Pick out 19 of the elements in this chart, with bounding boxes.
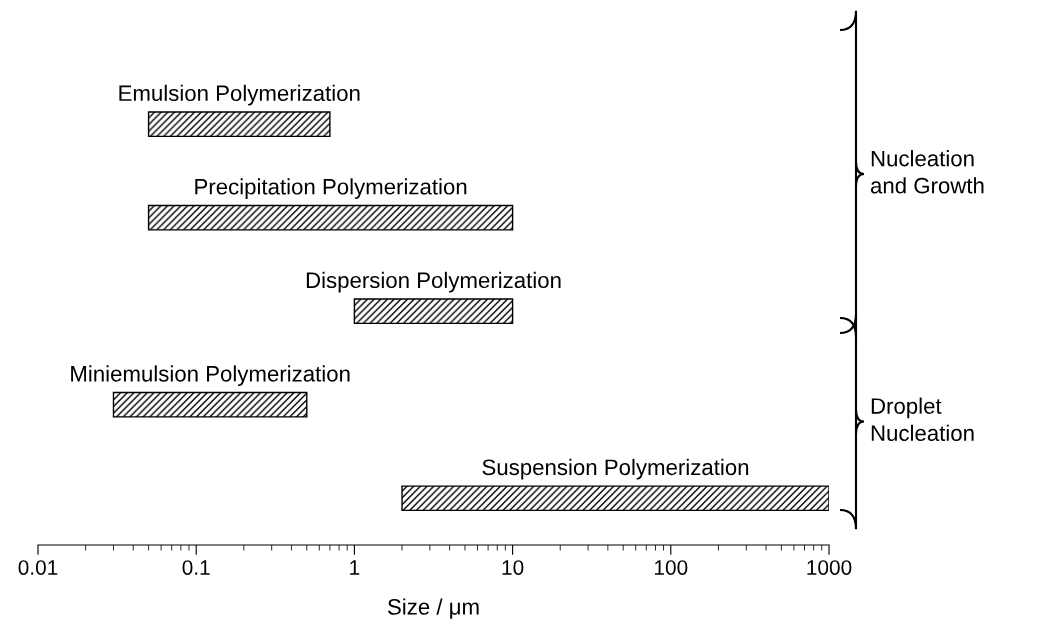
y-tick-label: Emulsion Polymerization [119, 84, 360, 106]
bar [112, 391, 308, 418]
y-tick-label: Dispersion Polymerization [306, 271, 561, 293]
x-axis-title: Size / μm [387, 598, 479, 619]
y-tick-label: Suspension Polymerization [482, 458, 749, 480]
bar [147, 111, 331, 138]
x-tick-label: 1 [350, 560, 360, 575]
bar [147, 204, 514, 231]
text: Droplet Nucleation [871, 397, 974, 442]
x-tick-label: 10 [502, 560, 524, 575]
x-tick-label: 100 [655, 560, 688, 575]
x-tick-label: 1000 [807, 560, 852, 575]
x-tick-label: 0.01 [18, 560, 58, 575]
bar [353, 298, 514, 325]
y-tick-label: Miniemulsion Polymerization [71, 365, 350, 387]
text: Nucleation and Growth [870, 150, 984, 194]
x-tick-label: 0.1 [182, 560, 210, 575]
y-tick-label: Precipitation Polymerization [195, 178, 467, 199]
bar [401, 485, 829, 512]
